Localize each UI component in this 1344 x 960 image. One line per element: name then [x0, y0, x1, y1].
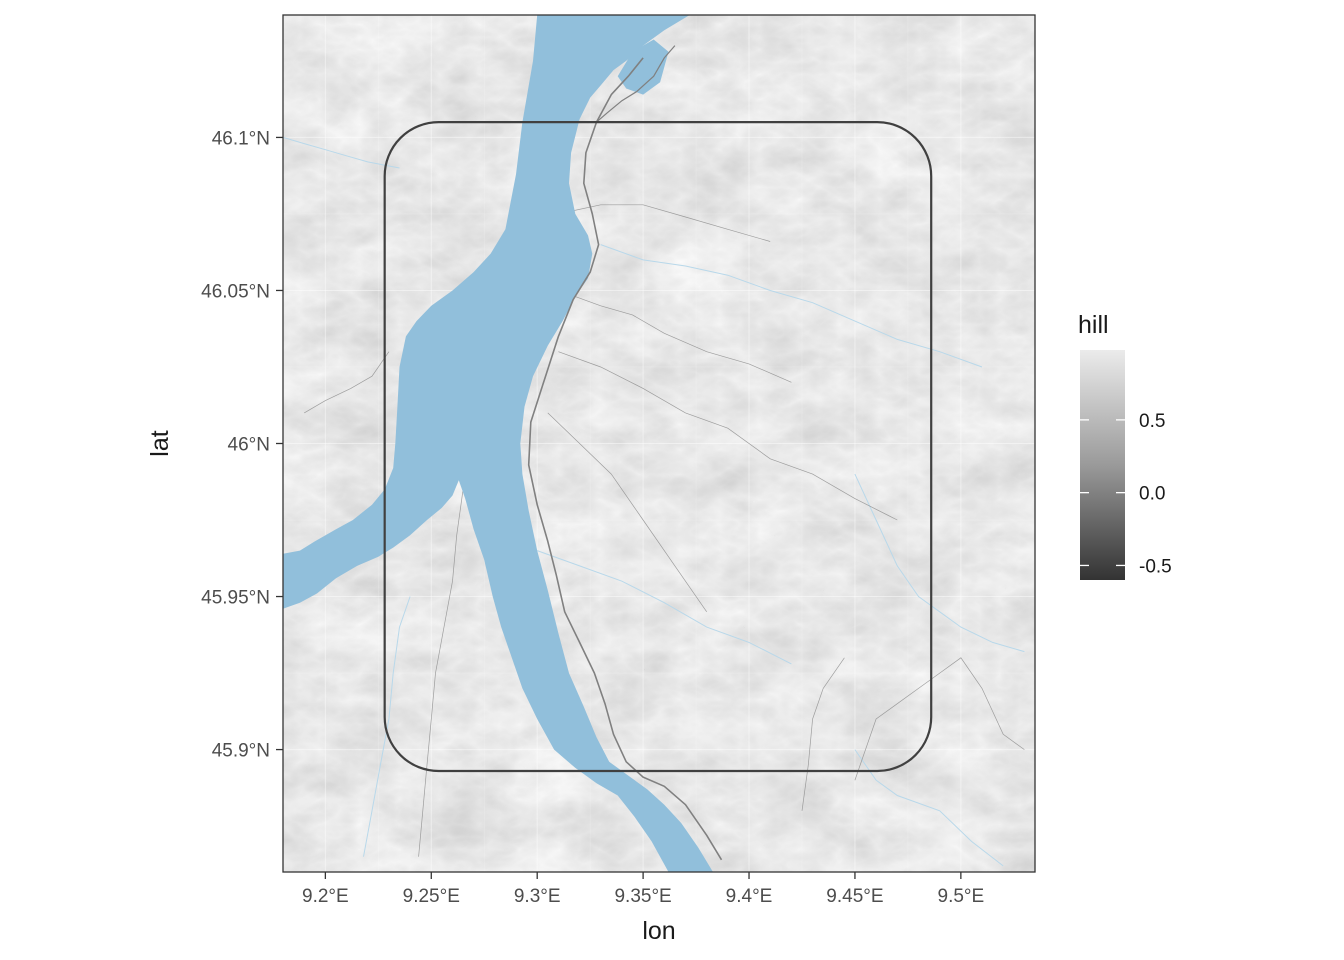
- river-4: [363, 596, 411, 857]
- lake-como: [283, 15, 713, 872]
- lake-layer: [283, 15, 713, 872]
- minor-road-layer: [304, 204, 1025, 857]
- minor-road-2: [547, 412, 707, 612]
- y-axis: 45.9°N 45.95°N 46°N 46.05°N 46.1°N: [201, 128, 283, 762]
- river-5: [283, 136, 400, 169]
- river-layer: [283, 136, 1025, 867]
- lake-bay-north: [617, 39, 669, 95]
- map-panel: [282, 14, 1036, 873]
- x-tick-label-1: 9.25°E: [403, 886, 460, 907]
- x-tick-label-5: 9.45°E: [826, 886, 883, 907]
- x-tick-label-2: 9.3°E: [514, 886, 561, 907]
- legend-title: hill: [1078, 311, 1109, 339]
- y-axis-title: lat: [146, 430, 174, 456]
- road-layer: [527, 45, 723, 861]
- minor-road-0: [575, 296, 792, 383]
- legend-colorbar: [1080, 350, 1125, 580]
- grid-lines: [283, 15, 1035, 872]
- river-0: [600, 244, 983, 368]
- main-road: [527, 57, 723, 861]
- legend-label-1: 0.0: [1139, 484, 1165, 505]
- legend-label-2: -0.5: [1139, 556, 1172, 577]
- minor-road-4: [854, 657, 1025, 781]
- minor-road-7: [304, 351, 390, 414]
- minor-road-3: [418, 489, 464, 857]
- y-tick-label-1: 45.95°N: [201, 588, 270, 609]
- legend-label-0: 0.5: [1139, 411, 1165, 432]
- y-tick-label-4: 46.1°N: [212, 128, 270, 149]
- x-tick-label-3: 9.35°E: [614, 886, 671, 907]
- minor-road-1: [558, 351, 898, 521]
- x-tick-label-0: 9.2°E: [302, 886, 349, 907]
- minor-road-5: [801, 657, 845, 811]
- river-3: [854, 749, 1004, 867]
- hill-legend: hill 0.5 0.0 -0.5: [1078, 311, 1172, 580]
- y-tick-label-2: 46°N: [228, 435, 270, 456]
- river-2: [854, 473, 1025, 653]
- legend-ticks: 0.5 0.0 -0.5: [1080, 411, 1172, 577]
- x-tick-label-4: 9.4°E: [726, 886, 773, 907]
- x-axis-title: lon: [642, 917, 675, 945]
- road-north-branch: [596, 45, 676, 123]
- river-1: [537, 550, 792, 665]
- minor-road-6: [558, 204, 771, 242]
- bounding-box-outline: [383, 121, 933, 773]
- y-tick-label-3: 46.05°N: [201, 281, 270, 302]
- x-tick-label-6: 9.5°E: [938, 886, 985, 907]
- y-tick-label-0: 45.9°N: [212, 741, 270, 762]
- x-axis: 9.2°E 9.25°E 9.3°E 9.35°E 9.4°E 9.45°E 9.5°E: [302, 872, 984, 907]
